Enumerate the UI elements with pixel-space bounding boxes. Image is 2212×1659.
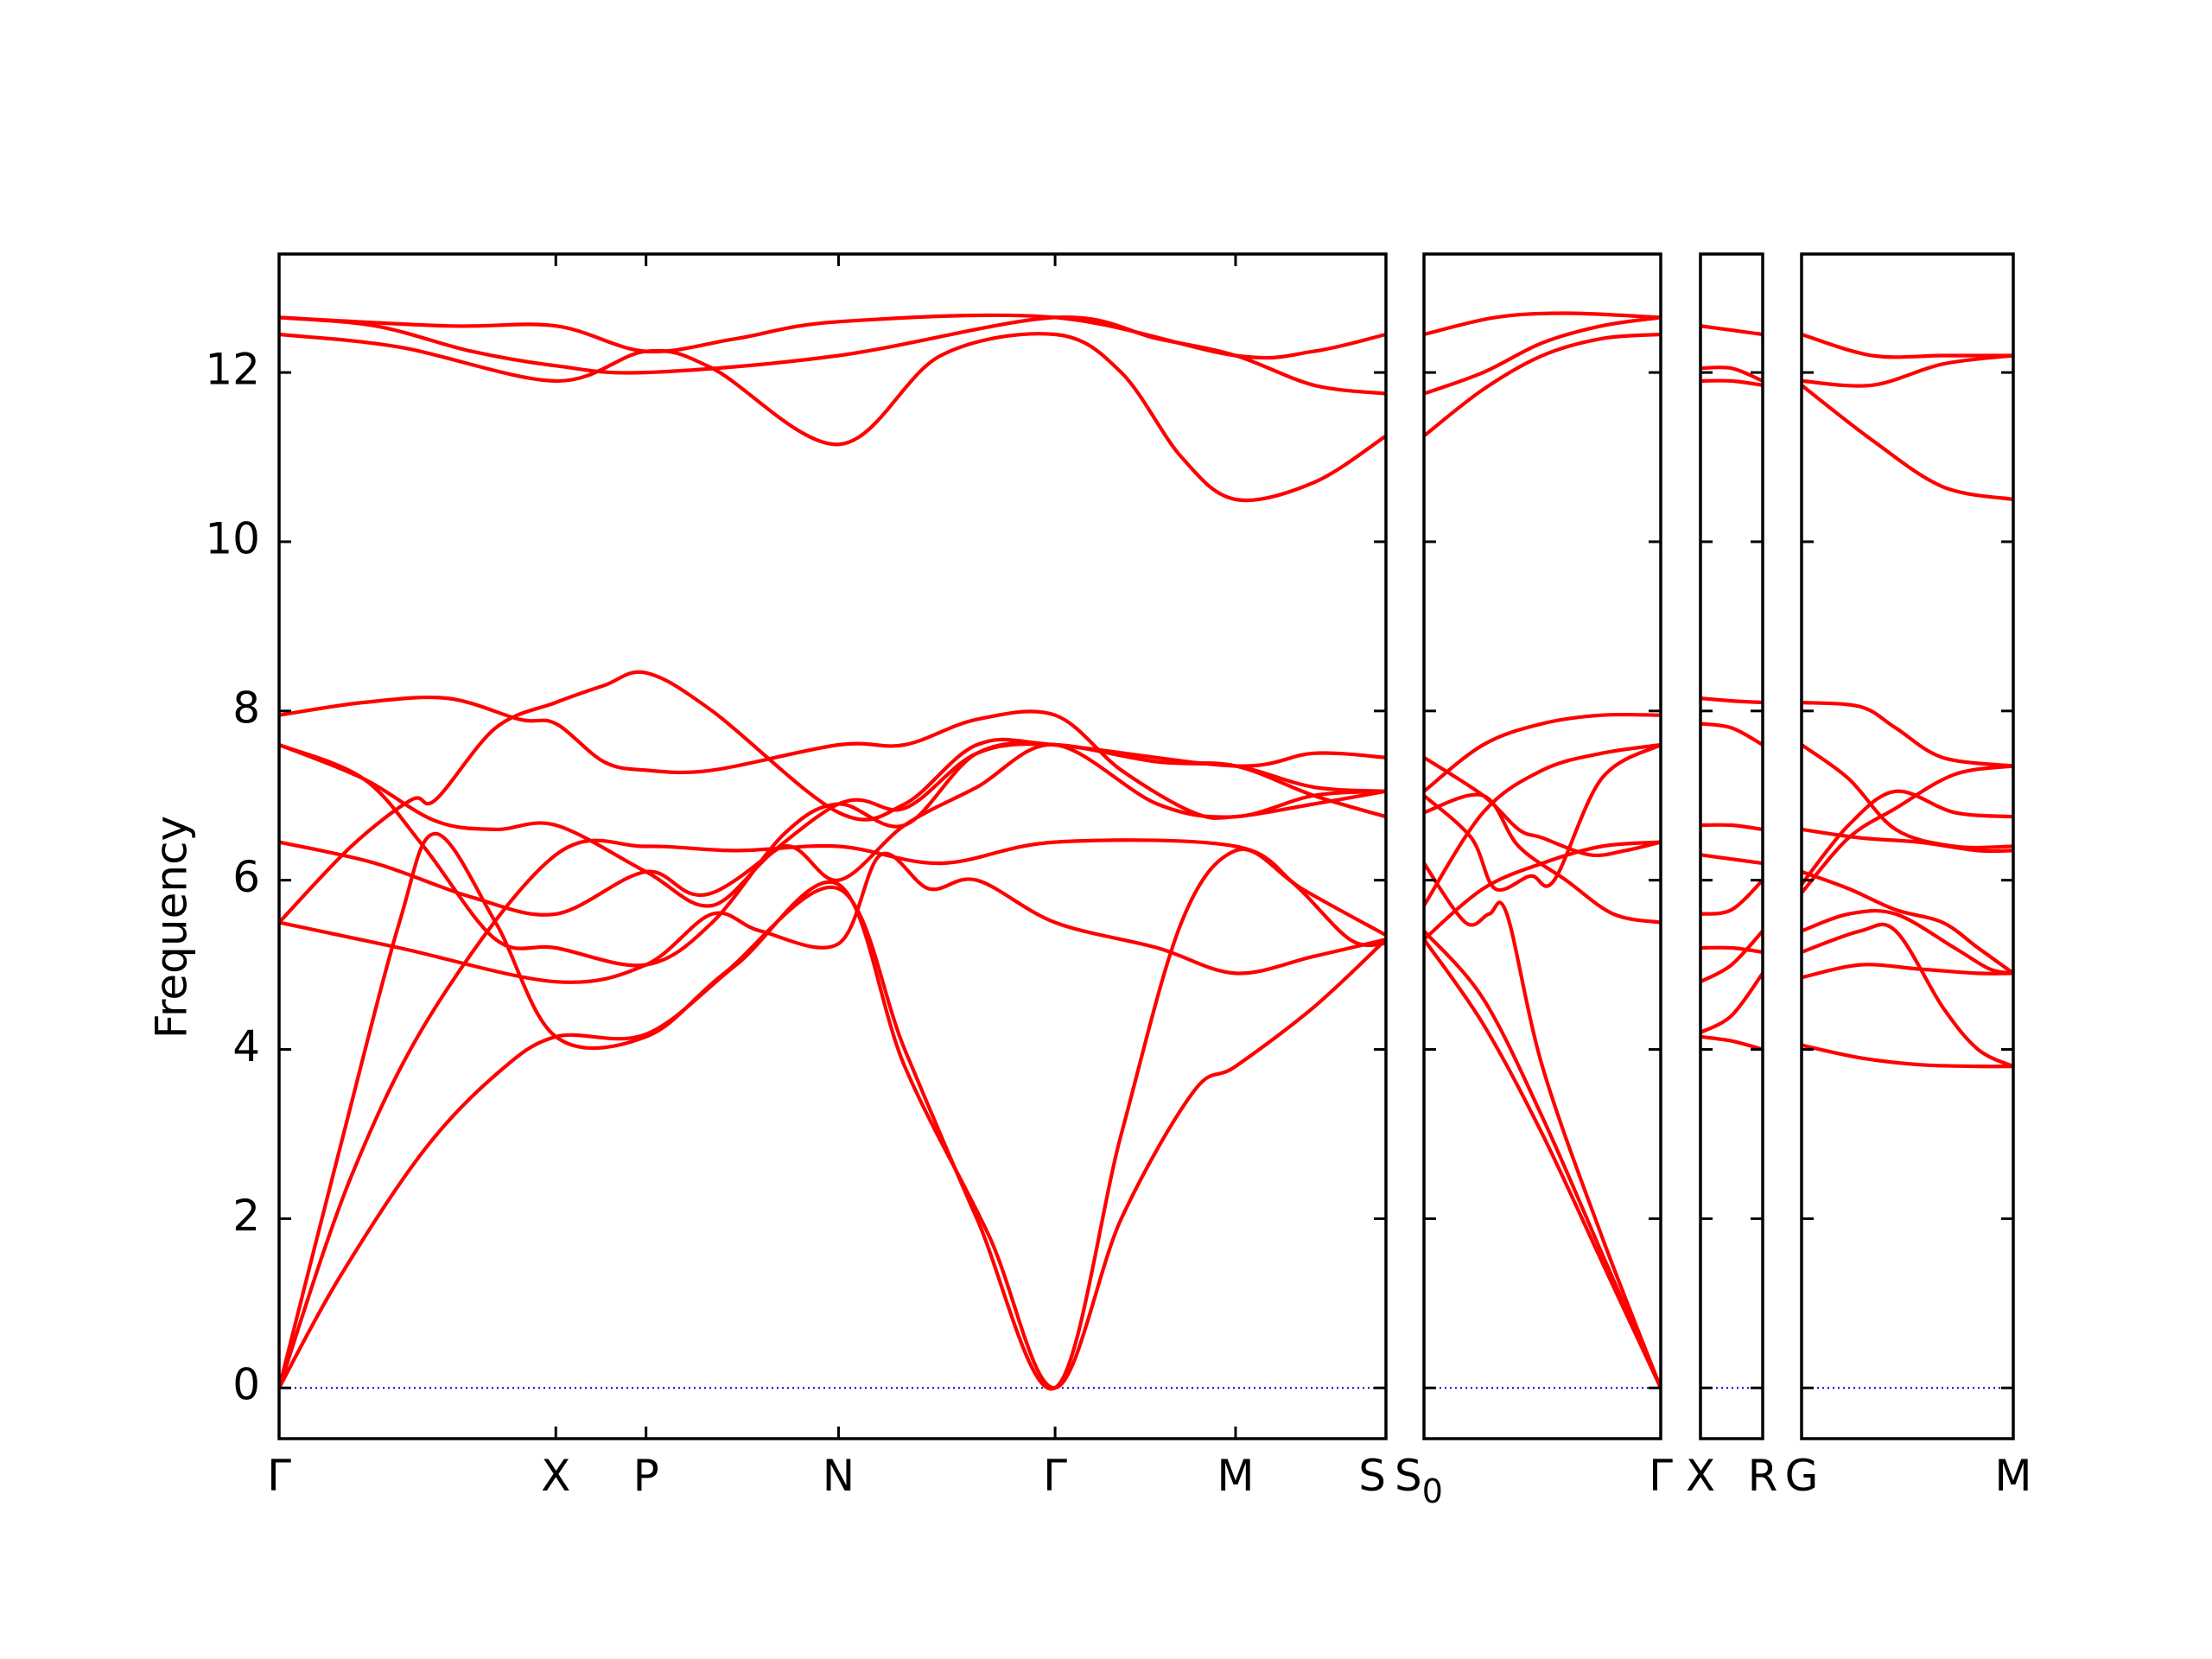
y-tick-label: 10 <box>205 513 260 563</box>
band-line-1 <box>1424 938 1661 1390</box>
x-tick-label: P <box>633 1451 659 1501</box>
band-line-12 <box>1700 324 1763 337</box>
panel-2: S0 Γ <box>1395 252 1673 1510</box>
band-line-4 <box>1802 908 2013 976</box>
band-line-3 <box>1802 922 2013 1069</box>
band-line-6 <box>1700 853 1763 866</box>
band-line-5 <box>1424 742 1661 908</box>
band-line-4 <box>279 851 1386 984</box>
band-line-6 <box>1802 764 2013 895</box>
band-line-6 <box>279 741 1386 917</box>
x-tick-label: S <box>1358 1451 1386 1501</box>
band-line-7 <box>1700 823 1763 831</box>
band-line-10 <box>279 332 1386 503</box>
x-tick-label: Γ <box>1649 1451 1673 1501</box>
band-line-9 <box>1802 742 2013 850</box>
band-line-2 <box>1424 929 1661 1390</box>
panel-frame <box>1800 252 2015 1440</box>
band-line-7 <box>1802 869 2013 976</box>
band-line-1 <box>279 880 1386 1390</box>
band-line-9 <box>1424 712 1661 793</box>
panels: Γ X P N Γ M S S0 Γ X R G M <box>267 252 2032 1510</box>
y-tick-label: 4 <box>232 1021 260 1071</box>
band-line-9 <box>279 695 1386 820</box>
x-tick-label: M <box>1217 1451 1254 1501</box>
band-line-11 <box>1802 383 2013 502</box>
panel-frame <box>1699 252 1764 1440</box>
band-line-8 <box>1802 827 2013 854</box>
x-tick-label: X <box>1686 1451 1715 1501</box>
band-line-4 <box>1700 945 1763 954</box>
y-tick-label: 6 <box>232 852 260 902</box>
band-line-13 <box>1802 332 2013 359</box>
band-line-11 <box>279 315 1386 396</box>
x-tick-label: Γ <box>267 1451 291 1501</box>
band-line-12 <box>1802 353 2013 388</box>
band-line-7 <box>1424 742 1661 893</box>
band-line-9 <box>1700 696 1763 705</box>
x-tick-label: N <box>823 1451 855 1501</box>
x-tick-label: R <box>1748 1451 1778 1501</box>
band-line-12 <box>1424 311 1661 337</box>
band-line-1 <box>1802 1043 2013 1069</box>
band-line-2 <box>1700 971 1763 1034</box>
bands <box>1700 324 1763 1052</box>
band-line-5 <box>1700 878 1763 916</box>
x-tick-label: G <box>1785 1451 1819 1501</box>
y-tick-label: 8 <box>232 683 260 733</box>
band-line-11 <box>1424 315 1661 396</box>
x-tick-label: Γ <box>1043 1451 1067 1501</box>
band-line-6 <box>1424 792 1661 925</box>
band-line-8 <box>279 741 1386 968</box>
band-line-3 <box>279 831 1386 1391</box>
band-line-1 <box>1700 1034 1763 1052</box>
y-axis-label: Frequency <box>147 816 197 1039</box>
bands <box>1424 311 1661 1390</box>
bands <box>1802 332 2013 1069</box>
band-line-10 <box>1424 332 1661 438</box>
band-line-11 <box>1700 365 1763 383</box>
band-line-12 <box>279 313 1386 360</box>
band-line-10 <box>1802 700 2013 768</box>
y-tick-label: 2 <box>232 1191 260 1241</box>
band-line-3 <box>1424 861 1661 1390</box>
band-line-10 <box>1700 378 1763 387</box>
band-line-7 <box>279 742 1386 908</box>
y-tick-label: 0 <box>232 1360 260 1410</box>
panel-frame <box>1422 252 1662 1440</box>
x-tick-label: X <box>541 1451 570 1501</box>
x-tick-label: S0 <box>1395 1451 1443 1510</box>
band-line-5 <box>1802 789 2013 887</box>
x-tick-label: M <box>1994 1451 2031 1501</box>
panel-frame <box>277 252 1388 1440</box>
y-tick-labels: 0 2 4 6 8 10 12 <box>205 345 260 1410</box>
band-line-5 <box>279 670 1386 925</box>
band-line-3 <box>1700 929 1763 984</box>
y-tick-label: 12 <box>205 345 260 395</box>
bands <box>279 313 1386 1391</box>
band-line-8 <box>1424 755 1661 857</box>
band-line-8 <box>1700 721 1763 747</box>
band-line-4 <box>1424 840 1661 942</box>
band-line-2 <box>279 838 1386 1390</box>
